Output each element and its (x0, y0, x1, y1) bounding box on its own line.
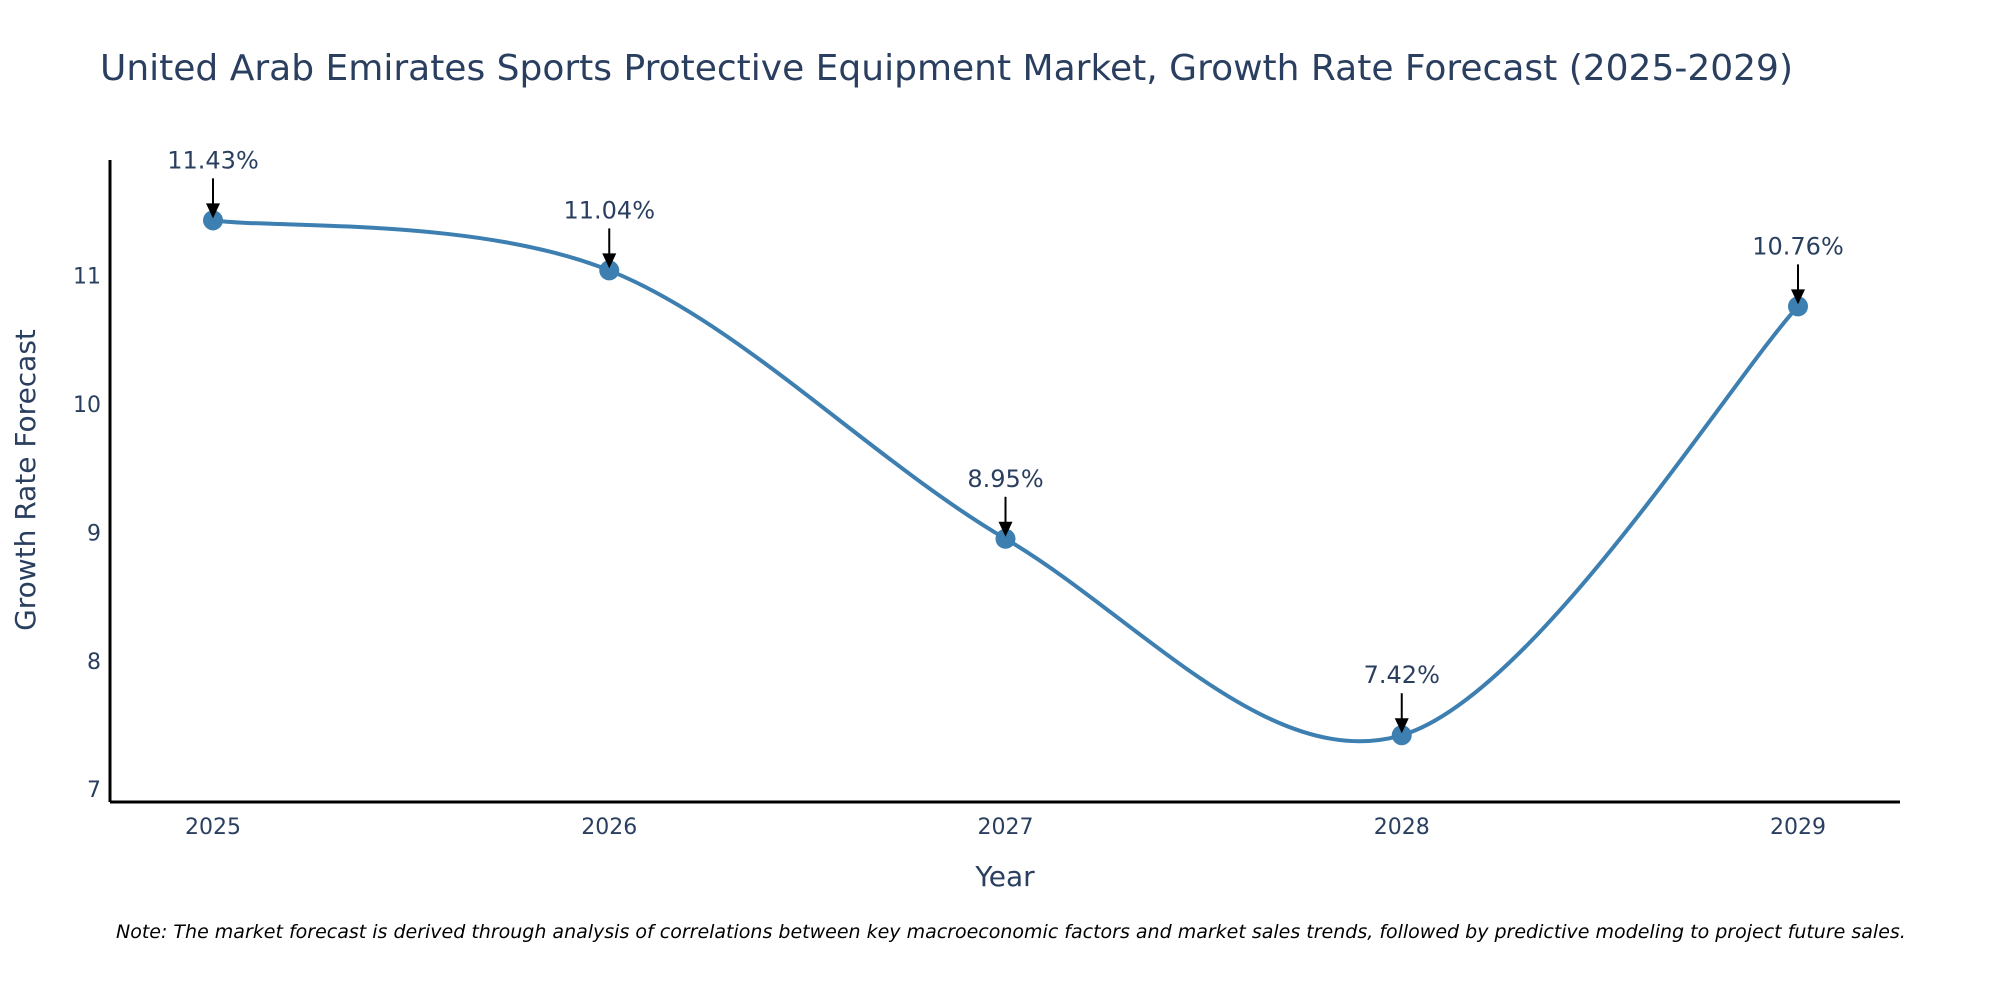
data-annotations: 11.43% 11.04% 8.95% 7.42% 10.76% (167, 146, 1844, 734)
chart-title: United Arab Emirates Sports Protective E… (100, 48, 1793, 89)
series-line (212, 218, 1800, 744)
data-label: 10.76% (1752, 232, 1844, 260)
data-points (203, 210, 1808, 746)
data-point (203, 210, 223, 231)
x-tick-label: 2026 (581, 815, 637, 840)
data-label: 8.95% (967, 465, 1043, 493)
annotation-arrow-head (998, 521, 1013, 537)
annotation-arrow-head (1394, 718, 1409, 734)
data-label: 11.04% (563, 196, 655, 224)
x-axis-title: Year (974, 860, 1035, 893)
x-tick-label: 2027 (978, 815, 1034, 840)
y-tick-label: 11 (73, 265, 101, 290)
axes (108, 160, 1900, 804)
data-label: 11.43% (167, 146, 259, 174)
y-axis-title: Growth Rate Forecast (9, 329, 42, 631)
y-tick-label: 7 (87, 778, 101, 803)
annotation-arrow-head (602, 253, 617, 269)
data-point (599, 260, 620, 281)
x-tick-label: 2029 (1770, 815, 1826, 840)
y-tick-label: 8 (87, 650, 101, 675)
annotation-arrow-head (1791, 289, 1805, 305)
footnote: Note: The market forecast is derived thr… (116, 921, 1906, 943)
x-tick-label: 2028 (1374, 815, 1430, 840)
x-tick-label: 2025 (185, 815, 241, 840)
data-point (995, 528, 1016, 549)
data-label: 7.42% (1364, 661, 1440, 689)
y-tick-labels: 7 8 9 10 11 (73, 265, 101, 804)
annotation-arrow-head (206, 203, 220, 219)
data-point (1391, 725, 1412, 746)
y-tick-label: 10 (73, 393, 101, 418)
x-tick-labels: 2025 2026 2027 2028 2029 (185, 815, 1826, 840)
data-point (1788, 296, 1808, 317)
y-tick-label: 9 (87, 521, 101, 546)
